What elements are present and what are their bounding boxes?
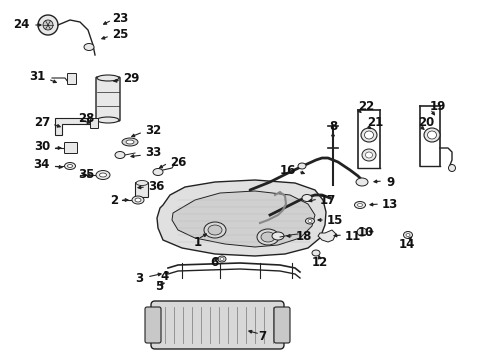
Ellipse shape: [207, 225, 222, 235]
Ellipse shape: [361, 149, 375, 161]
Text: 31: 31: [29, 71, 45, 84]
FancyBboxPatch shape: [90, 118, 98, 129]
Ellipse shape: [261, 232, 274, 242]
Text: 7: 7: [258, 329, 265, 342]
Text: 17: 17: [319, 194, 336, 207]
FancyBboxPatch shape: [151, 301, 284, 349]
Text: 29: 29: [123, 72, 139, 85]
Ellipse shape: [97, 117, 119, 123]
Ellipse shape: [115, 152, 125, 158]
Text: 19: 19: [429, 99, 446, 112]
Text: 32: 32: [145, 123, 161, 136]
Text: 2: 2: [110, 194, 118, 207]
Ellipse shape: [297, 163, 305, 169]
Ellipse shape: [364, 131, 373, 139]
Text: 34: 34: [34, 158, 50, 171]
Ellipse shape: [84, 44, 94, 50]
Ellipse shape: [97, 75, 119, 81]
Circle shape: [38, 15, 58, 35]
Ellipse shape: [220, 257, 224, 261]
Text: 8: 8: [328, 120, 336, 132]
Text: 5: 5: [155, 280, 163, 293]
FancyBboxPatch shape: [135, 183, 148, 198]
Text: 22: 22: [357, 99, 373, 112]
Ellipse shape: [356, 228, 366, 236]
Ellipse shape: [405, 234, 409, 237]
Ellipse shape: [153, 168, 163, 175]
Text: 3: 3: [135, 273, 142, 285]
Text: 16: 16: [279, 163, 295, 176]
Polygon shape: [172, 191, 314, 247]
Ellipse shape: [403, 231, 412, 238]
Ellipse shape: [99, 173, 106, 177]
Text: 25: 25: [112, 27, 128, 40]
Polygon shape: [55, 118, 90, 135]
Text: 1: 1: [194, 235, 202, 248]
Ellipse shape: [447, 165, 454, 171]
Ellipse shape: [64, 162, 75, 170]
Polygon shape: [157, 180, 325, 256]
Ellipse shape: [305, 218, 314, 224]
Ellipse shape: [136, 180, 148, 185]
FancyBboxPatch shape: [67, 73, 76, 85]
Text: 27: 27: [34, 116, 50, 129]
Ellipse shape: [427, 131, 436, 139]
Ellipse shape: [357, 203, 362, 207]
Circle shape: [43, 20, 53, 30]
Ellipse shape: [302, 194, 311, 202]
Ellipse shape: [307, 220, 311, 222]
Text: 14: 14: [398, 238, 414, 251]
Text: 33: 33: [145, 147, 161, 159]
Text: 20: 20: [417, 116, 433, 129]
Ellipse shape: [203, 222, 225, 238]
Ellipse shape: [355, 178, 367, 186]
FancyBboxPatch shape: [145, 307, 161, 343]
Text: 28: 28: [78, 112, 94, 125]
Text: 35: 35: [78, 168, 94, 181]
Text: 11: 11: [345, 230, 361, 243]
Ellipse shape: [67, 165, 72, 167]
Text: 36: 36: [148, 180, 164, 193]
Ellipse shape: [271, 232, 284, 240]
Ellipse shape: [122, 138, 138, 146]
Text: 23: 23: [112, 12, 128, 24]
Ellipse shape: [96, 171, 110, 180]
Text: 12: 12: [311, 256, 327, 270]
Ellipse shape: [126, 140, 134, 144]
Text: 30: 30: [34, 140, 50, 153]
FancyBboxPatch shape: [96, 77, 120, 121]
FancyBboxPatch shape: [64, 143, 77, 153]
Text: 9: 9: [385, 175, 393, 189]
Ellipse shape: [257, 229, 279, 245]
Ellipse shape: [311, 250, 319, 256]
Text: 21: 21: [366, 116, 383, 129]
Text: 13: 13: [381, 198, 397, 211]
Polygon shape: [317, 230, 335, 242]
Ellipse shape: [360, 128, 376, 142]
Ellipse shape: [354, 202, 365, 208]
Text: 4: 4: [160, 270, 168, 283]
Ellipse shape: [132, 196, 143, 204]
Text: 26: 26: [170, 156, 186, 168]
FancyBboxPatch shape: [273, 307, 289, 343]
Ellipse shape: [218, 256, 225, 262]
Text: 24: 24: [14, 18, 30, 31]
Text: 10: 10: [357, 226, 373, 239]
Text: 18: 18: [295, 230, 312, 243]
Ellipse shape: [365, 152, 372, 158]
Text: 6: 6: [209, 256, 218, 269]
Text: 15: 15: [326, 215, 343, 228]
Ellipse shape: [135, 198, 141, 202]
Ellipse shape: [423, 128, 439, 142]
